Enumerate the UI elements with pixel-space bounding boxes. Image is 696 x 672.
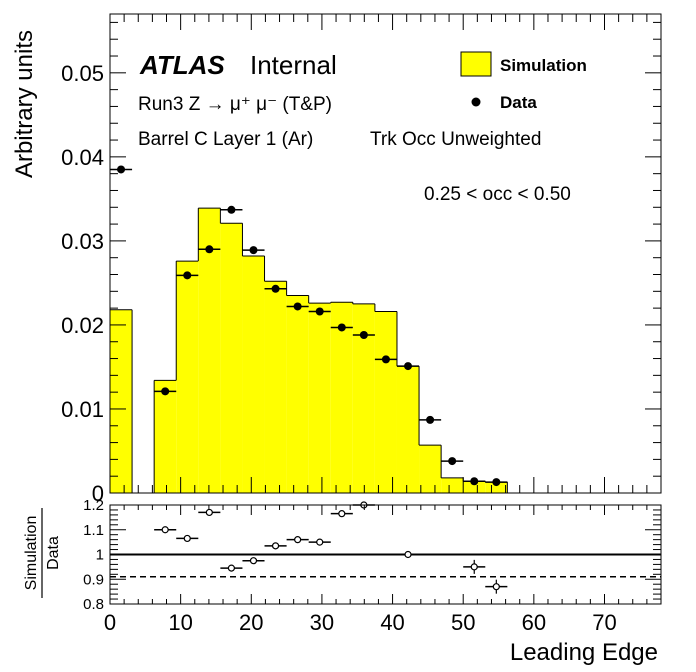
annotation-weighting: Trk Occ Unweighted <box>370 129 541 150</box>
data-point <box>315 307 324 316</box>
main-y-axis-ticks <box>110 21 661 494</box>
legend-simulation-swatch <box>460 51 492 77</box>
simulation-bar <box>396 366 420 493</box>
ratio-y-tick-label: 1.2 <box>83 497 104 514</box>
data-point <box>470 477 479 486</box>
annotation-region: Barrel C Layer 1 (Ar) <box>138 129 313 150</box>
data-point <box>337 323 346 332</box>
simulation-bar <box>352 303 375 493</box>
simulation-bar <box>441 477 464 493</box>
ratio-point <box>294 536 302 544</box>
ratio-point <box>492 583 500 591</box>
ratio-y-axis-ticks <box>110 504 661 605</box>
main-plot-frame <box>109 13 662 494</box>
main-x-axis-ticks <box>109 14 662 493</box>
ratio-ylabel-denominator: Data <box>45 536 62 570</box>
simulation-bar <box>220 223 243 493</box>
simulation-bar <box>198 208 221 494</box>
data-point <box>227 205 236 214</box>
data-point <box>117 165 126 174</box>
ratio-x-axis-ticks <box>109 505 662 604</box>
data-point <box>404 362 413 371</box>
legend: Simulation Data <box>460 51 587 112</box>
ratio-y-tick-label: 0.8 <box>83 596 104 613</box>
x-tick-label: 70 <box>592 610 616 635</box>
ratio-y-axis-title: Simulation Data <box>23 508 62 598</box>
ratio-point <box>404 550 412 559</box>
simulation-bar <box>286 295 309 493</box>
ratio-point <box>271 542 280 550</box>
ratio-point <box>227 564 236 572</box>
simulation-histogram <box>109 207 508 494</box>
data-point <box>183 271 192 280</box>
legend-simulation-label: Simulation <box>500 56 587 75</box>
main-y-tick-label: 0.02 <box>61 313 104 338</box>
ratio-y-tick-label: 1 <box>96 547 104 564</box>
simulation-bar <box>110 309 133 493</box>
x-tick-label: 20 <box>239 610 263 635</box>
simulation-bar <box>374 311 397 493</box>
simulation-bar <box>330 302 353 493</box>
main-y-tick-label: 0.04 <box>61 145 104 170</box>
data-point <box>271 284 280 293</box>
ratio-y-tick-label: 1.1 <box>83 522 104 539</box>
ratio-point <box>161 526 169 534</box>
ratio-point <box>183 534 191 543</box>
ratio-point <box>470 563 478 571</box>
ratio-y-tick-label: 0.9 <box>83 571 104 588</box>
data-point <box>205 245 214 254</box>
y-axis-title: Arbitrary units <box>11 30 38 178</box>
data-point <box>359 331 368 340</box>
x-tick-label: 50 <box>451 610 475 635</box>
ratio-panel: 0.8 0.9 1 1.1 1.2 0 10 20 30 40 50 60 70 Simulation… <box>23 497 662 666</box>
ratio-point <box>249 557 258 565</box>
x-tick-label: 10 <box>168 610 192 635</box>
data-point <box>426 415 435 424</box>
main-y-tick-label: 0.03 <box>61 229 104 254</box>
legend-data-marker <box>471 97 481 107</box>
atlas-label: ATLAS <box>139 50 225 80</box>
data-point <box>293 302 302 311</box>
simulation-bar <box>485 482 508 493</box>
simulation-bar <box>463 481 486 493</box>
x-tick-label: 30 <box>310 610 334 635</box>
data-point <box>249 246 258 255</box>
simulation-bar <box>154 380 177 493</box>
main-y-tick-label: 0.05 <box>61 61 104 86</box>
simulation-bar <box>264 281 287 493</box>
data-point <box>492 478 501 487</box>
atlas-status: Internal <box>250 50 337 80</box>
main-y-tick-label: 0.01 <box>61 397 104 422</box>
data-points <box>110 165 508 487</box>
ratio-point <box>316 538 324 546</box>
ratio-ylabel-numerator: Simulation <box>23 516 40 591</box>
main-y-tick-label: 0 <box>92 481 104 506</box>
simulation-bar <box>176 261 199 493</box>
x-tick-label: 0 <box>104 610 116 635</box>
simulation-bar <box>242 256 265 493</box>
annotation-process: Run3 Z → μ⁺ μ⁻ (T&P) <box>138 94 332 115</box>
ratio-reference-lines <box>110 553 661 578</box>
ratio-y-tick-labels: 0.8 0.9 1 1.1 1.2 <box>83 497 104 613</box>
ratio-point <box>205 508 213 517</box>
x-tick-label: 40 <box>380 610 404 635</box>
data-point <box>161 387 170 396</box>
legend-data-label: Data <box>500 93 537 112</box>
simulation-bar <box>419 445 442 493</box>
simulation-bar <box>308 303 331 493</box>
data-point <box>381 355 390 364</box>
x-tick-labels: 0 10 20 30 40 50 60 70 <box>104 610 617 635</box>
ratio-point <box>338 510 346 518</box>
x-tick-label: 60 <box>522 610 546 635</box>
x-axis-title: Leading Edge <box>510 639 658 666</box>
main-panel: 0 0.01 0.02 0.03 0.04 0.05 Arbitrary units AT… <box>11 13 662 506</box>
ratio-points <box>154 501 508 594</box>
annotation-occupancy-bin: 0.25 < occ < 0.50 <box>424 184 571 205</box>
data-point <box>448 457 457 466</box>
main-y-tick-labels: 0 0.01 0.02 0.03 0.04 0.05 <box>61 61 104 506</box>
